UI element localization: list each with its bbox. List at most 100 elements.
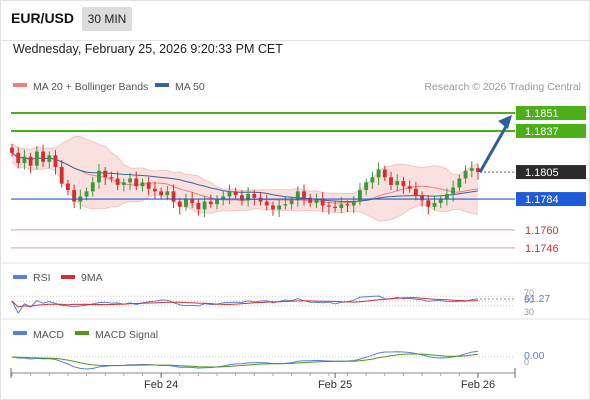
candle-body (358, 190, 362, 202)
rsi-value-label: 61.27 (524, 293, 550, 305)
macd-line (11, 350, 479, 370)
candle-body (426, 200, 431, 207)
candle-body (289, 200, 294, 205)
candle-body (382, 169, 387, 178)
weak-level-label: 1.1760 (525, 225, 559, 237)
header-bar: EUR/USD 30 MIN (0, 0, 590, 41)
rsi-legend-swatch (13, 275, 27, 279)
candle-body (97, 170, 101, 183)
candle-body (463, 170, 468, 179)
candle-body (28, 156, 33, 166)
candle-body (246, 193, 251, 201)
candle-body (252, 193, 257, 198)
candle-body (190, 199, 195, 203)
level-layer: 1.1851 1.1837 1.1805 1.1784 1.1760 1.1746 (11, 105, 586, 255)
candle-body (370, 177, 375, 183)
candle-body (184, 199, 188, 207)
candle-body (233, 191, 238, 196)
candle-body (171, 191, 176, 202)
candle-body (345, 204, 350, 206)
x-axis: Feb 24 Feb 25 Feb 26 (10, 368, 516, 391)
candle-body (103, 170, 108, 178)
pair-title: EUR/USD (11, 10, 75, 26)
projection-arrow (478, 122, 510, 173)
candle-body (90, 182, 95, 192)
candle-body (115, 178, 120, 185)
rsi-layer (11, 295, 515, 314)
last-price-label: 1.1805 (525, 167, 559, 179)
candle-body (364, 182, 369, 191)
candle-body (159, 191, 164, 196)
candle-body (84, 191, 89, 197)
candle-body (258, 197, 263, 202)
candle-body (121, 182, 126, 185)
bollinger-upper (11, 135, 479, 195)
candle-body (239, 195, 244, 201)
projection-arrow-head (498, 114, 512, 129)
candle-body (395, 181, 400, 185)
candle-body (227, 191, 232, 197)
candle-body (333, 206, 338, 209)
rsi-level-30: 30 (524, 307, 534, 317)
macd-legend-swatch (13, 331, 27, 335)
ma20-legend-swatch (13, 83, 27, 87)
candle-body (476, 168, 480, 173)
last-price-tag (516, 165, 586, 180)
rsi-ma-legend-label: 9MA (81, 272, 103, 284)
rsi-level-70: 70 (524, 288, 534, 298)
macd-signal-legend-swatch (75, 331, 89, 335)
candle-body (65, 183, 70, 191)
candle-body (401, 181, 406, 187)
candle-body (438, 199, 443, 203)
candle-body (34, 151, 39, 166)
candle-body (177, 201, 182, 207)
chart-datetime: Wednesday, February 25, 2026 9:20:33 PM … (13, 42, 283, 56)
ma20-line (11, 152, 479, 204)
ma20-legend-label: MA 20 + Bollinger Bands (33, 81, 148, 93)
candle-body (283, 204, 288, 206)
ma50-line (11, 152, 479, 203)
macd-signal-legend-label: MACD Signal (95, 329, 158, 341)
x-tick-label: Feb 26 (461, 379, 495, 391)
candle-body (308, 197, 313, 203)
target-level-tag (516, 105, 586, 120)
timeframe-badge[interactable]: 30 MIN (82, 7, 132, 31)
candle-body (202, 201, 207, 210)
candle-body (196, 202, 201, 210)
ma50-legend-label: MA 50 (175, 81, 205, 93)
candle-body (140, 182, 145, 187)
candle-body (320, 199, 325, 206)
support-level-label: 1.1784 (525, 194, 559, 206)
rsi-level-50: 50 (524, 295, 534, 305)
candle-body (302, 191, 306, 198)
target-level-label: 1.1837 (525, 126, 559, 138)
candle-body (469, 168, 474, 171)
candle-body (134, 178, 139, 187)
x-tick-label: Feb 24 (144, 379, 178, 391)
candle-body (295, 191, 300, 201)
candle-body (41, 151, 45, 162)
price-layer (10, 135, 480, 222)
candle-body (376, 169, 381, 178)
candle-body (339, 204, 344, 209)
candle-body (457, 178, 462, 188)
candle-body (16, 152, 21, 164)
candle-body (22, 156, 27, 164)
credit-text: Research © 2026 Trading Central (424, 81, 581, 93)
macd-layer (11, 350, 515, 370)
candle-body (215, 199, 219, 205)
candle-body (165, 191, 170, 196)
support-level-tag (516, 192, 586, 207)
candle-body (47, 155, 52, 162)
macd-zero-label: 0 (524, 357, 529, 367)
candle-body (432, 202, 437, 207)
candle-body (221, 196, 226, 200)
macd-legend-label: MACD (33, 329, 64, 341)
candle-body (351, 201, 356, 206)
rsi-ma-line (11, 297, 479, 308)
target-level-tag (516, 123, 586, 138)
candle-body (420, 195, 425, 201)
bollinger-lower (11, 161, 479, 222)
candle-body (59, 166, 64, 184)
candle-body (109, 177, 114, 179)
